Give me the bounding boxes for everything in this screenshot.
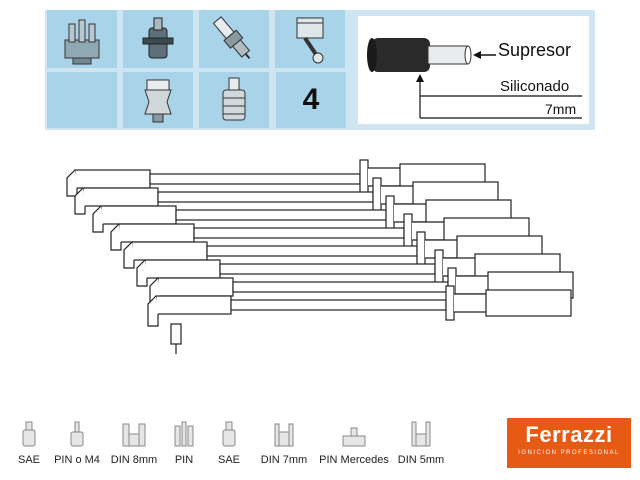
coil-cell bbox=[123, 10, 193, 68]
terminal-label: SAE bbox=[17, 454, 40, 466]
plug-terminal-cell bbox=[199, 72, 269, 128]
distributor-cap-cell bbox=[47, 10, 117, 68]
terminal-sae-2-icon bbox=[222, 421, 236, 447]
terminal-pin-m4: PIN o M4 bbox=[52, 420, 102, 466]
empty-cell bbox=[47, 72, 117, 128]
terminal-label: DIN 8mm bbox=[110, 454, 158, 466]
terminal-pin-mercedes-icon bbox=[342, 427, 366, 447]
piston-icon bbox=[296, 17, 324, 64]
terminal-pin-mercedes: PIN Mercedes bbox=[318, 420, 390, 466]
terminal-label: PIN o M4 bbox=[54, 454, 100, 466]
terminal-pin-icon bbox=[174, 421, 194, 447]
terminal-types: SAE PIN o M4 DIN 8mm PIN SAE DIN 7mm PIN… bbox=[0, 420, 480, 476]
terminal-sae-icon bbox=[22, 421, 36, 447]
terminal-pin-m4-icon bbox=[70, 421, 84, 447]
ignition-coil-icon bbox=[142, 17, 174, 59]
terminal-din-7mm-icon bbox=[274, 423, 294, 447]
terminal-din-7mm: DIN 7mm bbox=[256, 420, 312, 466]
wire-spec-box bbox=[352, 10, 595, 130]
cylinder-count: 4 bbox=[276, 72, 346, 128]
terminal-label: SAE bbox=[217, 454, 240, 466]
terminal-label: DIN 7mm bbox=[260, 454, 308, 466]
plug-terminal-icon bbox=[222, 77, 246, 121]
material-label: Siliconado bbox=[500, 78, 570, 95]
piston-cell bbox=[275, 10, 345, 68]
terminal-pin: PIN bbox=[168, 420, 200, 466]
cable-harness-diagram bbox=[66, 159, 574, 354]
terminal-sae-2: SAE bbox=[212, 420, 246, 466]
terminal-din-8mm-icon bbox=[122, 423, 146, 447]
brand-tagline: IGNICION PROFESIONAL bbox=[518, 450, 620, 456]
spark-plug-icon bbox=[212, 16, 251, 60]
coil-terminal-icon bbox=[144, 79, 172, 123]
distributor-cap-icon bbox=[64, 19, 100, 65]
coil-terminal-cell bbox=[123, 72, 193, 128]
suppressor-label: Supresor bbox=[498, 40, 572, 60]
terminal-sae: SAE bbox=[14, 420, 44, 466]
terminal-label: PIN bbox=[174, 454, 194, 466]
terminal-din-5mm-icon bbox=[411, 421, 431, 447]
terminal-label: PIN Mercedes bbox=[319, 454, 389, 466]
brand-name: Ferrazzi bbox=[525, 422, 613, 447]
spark-plug-cell bbox=[199, 10, 269, 68]
terminal-din-8mm: DIN 8mm bbox=[108, 420, 160, 466]
terminal-din-5mm: DIN 5mm bbox=[396, 420, 446, 466]
terminal-label: DIN 5mm bbox=[397, 454, 445, 466]
diameter-label: 7mm bbox=[545, 101, 577, 117]
cable-8 bbox=[147, 285, 572, 354]
cable-6 bbox=[136, 249, 561, 287]
brand-logo: Ferrazzi IGNICION PROFESIONAL bbox=[507, 418, 631, 468]
